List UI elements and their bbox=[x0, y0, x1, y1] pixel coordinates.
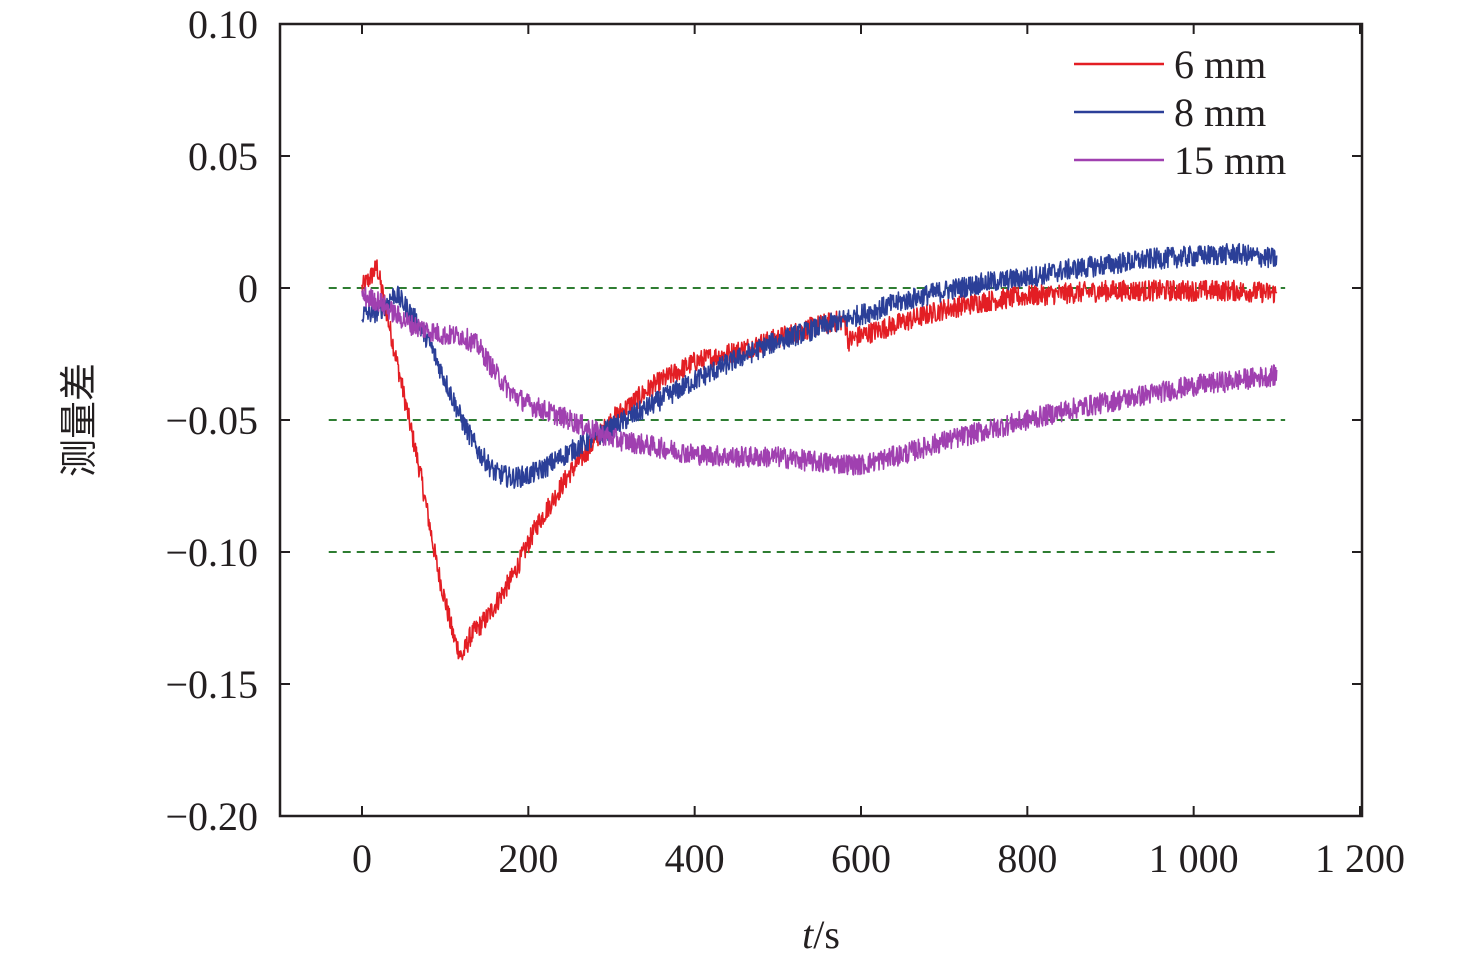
series-layer bbox=[361, 242, 1278, 661]
x-axis-title-var: t bbox=[802, 912, 814, 957]
y-tick-label: −0.15 bbox=[165, 662, 258, 707]
series-line-15-mm bbox=[361, 286, 1278, 476]
x-tick-labels: 0 200 400 600 800 1 000 1 200 bbox=[352, 836, 1405, 881]
x-axis-title-unit: /s bbox=[813, 912, 840, 957]
x-tick-label: 1 000 bbox=[1149, 836, 1239, 881]
legend-label: 8 mm bbox=[1174, 90, 1266, 135]
y-tick-label: 0.10 bbox=[188, 2, 258, 47]
series-line-8-mm bbox=[361, 242, 1278, 489]
x-tick-label: 0 bbox=[352, 836, 372, 881]
y-tick-labels: 0.10 0.05 0 −0.05 −0.10 −0.15 −0.20 bbox=[165, 2, 258, 839]
reference-lines bbox=[328, 287, 1286, 553]
legend-label: 6 mm bbox=[1174, 42, 1266, 87]
legend-label: 15 mm bbox=[1174, 138, 1286, 183]
y-tick-label: −0.10 bbox=[165, 530, 258, 575]
y-tick-label: −0.20 bbox=[165, 794, 258, 839]
y-tick-label: 0 bbox=[238, 266, 258, 311]
y-axis-title: 测量差 bbox=[57, 363, 101, 477]
x-tick-label: 1 200 bbox=[1315, 836, 1405, 881]
y-tick-label: −0.05 bbox=[165, 398, 258, 443]
x-tick-label: 200 bbox=[498, 836, 558, 881]
x-tick-label: 800 bbox=[997, 836, 1057, 881]
x-tick-label: 400 bbox=[665, 836, 725, 881]
ticks bbox=[280, 23, 1362, 817]
y-tick-label: 0.05 bbox=[188, 134, 258, 179]
x-tick-label: 600 bbox=[831, 836, 891, 881]
x-axis-title: t/s bbox=[802, 912, 840, 957]
